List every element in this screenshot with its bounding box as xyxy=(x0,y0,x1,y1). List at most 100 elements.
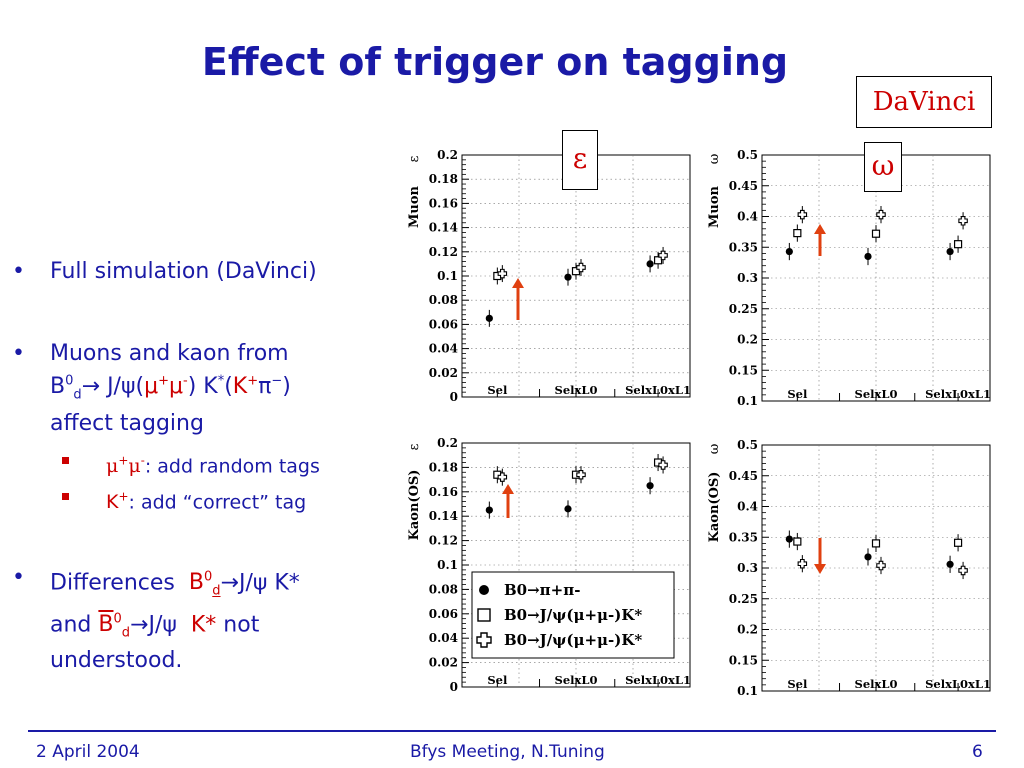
y-tick-label: 0.2 xyxy=(437,436,458,450)
footer-date: 2 April 2004 xyxy=(36,742,140,762)
legend-label: B0→J/ψ(μ+μ-)K* xyxy=(504,606,642,624)
y-tick-label: 0.15 xyxy=(729,363,758,377)
y-axis-symbol: ω xyxy=(707,444,722,455)
legend-cross-icon xyxy=(476,632,492,648)
decay-formula: B0d→ J/ψ(μ+μ-) K*(K+π−) xyxy=(50,374,291,403)
legend-square-icon xyxy=(477,608,491,622)
legend-label: B0→J/ψ(μ+μ-)K* xyxy=(504,631,642,649)
x-category-label: SelxL0xL1 xyxy=(925,387,991,401)
dot-marker-0 xyxy=(785,535,793,543)
bullet-text: Full simulation (DaVinci) xyxy=(50,259,317,284)
arrow-head-icon xyxy=(814,224,826,234)
y-tick-label: 0.1 xyxy=(437,269,458,283)
x-category-label: SelxL0 xyxy=(555,383,598,397)
y-tick-label: 0.14 xyxy=(429,221,458,235)
arrow-head-icon xyxy=(814,564,826,574)
legend-box xyxy=(471,571,675,659)
bullet-text: Muons and kaon from B0d→ J/ψ(μ+μ-) K*(K+… xyxy=(50,340,372,438)
y-tick-label: 0.12 xyxy=(429,534,458,548)
cross-marker-2 xyxy=(958,216,968,226)
y-tick-label: 0.3 xyxy=(737,561,758,575)
y-tick-label: 0.02 xyxy=(429,656,458,670)
y-tick-label: 0.02 xyxy=(429,366,458,380)
x-category-label: SelxL0xL1 xyxy=(925,677,991,691)
footer-page-number: 6 xyxy=(972,742,983,762)
y-tick-label: 0.18 xyxy=(429,460,458,474)
y-tick-label: 0.3 xyxy=(737,271,758,285)
y-tick-label: 0.1 xyxy=(737,394,758,408)
square-marker-1 xyxy=(953,240,963,249)
bullet-dot-icon: • xyxy=(12,259,25,284)
y-tick-label: 0.5 xyxy=(737,438,758,452)
y-tick-label: 0.18 xyxy=(429,172,458,186)
kaon-efficiency-plot: 0 0.02 0.04 0.06 0.08 0.1 0.12 0.14 0.16 0.18 0.2 S… xyxy=(407,436,691,694)
y-tick-label: 0.15 xyxy=(729,653,758,667)
y-tick-label: 0.16 xyxy=(429,485,458,499)
x-category-label: Sel xyxy=(487,383,508,397)
y-tick-label: 0.06 xyxy=(429,317,458,331)
bullet-text: Differences B0d→J/ψ K* and B0d→J/ψ K* no… xyxy=(50,570,300,674)
x-category-label: SelxL0xL1 xyxy=(625,383,691,397)
cross-marker-2 xyxy=(797,209,808,220)
cross-marker-2 xyxy=(876,209,886,220)
x-category-label: Sel xyxy=(787,387,808,401)
dot-marker-0 xyxy=(785,247,793,256)
square-marker-1 xyxy=(653,256,663,265)
subbullet-text: K+: add “correct” tag xyxy=(106,490,307,514)
y-axis-label: Kaon(OS) xyxy=(707,472,722,543)
y-tick-label: 0.5 xyxy=(737,148,758,162)
dot-marker-0 xyxy=(485,314,493,322)
x-category-label: Sel xyxy=(487,673,508,687)
y-axis-symbol: ε xyxy=(407,155,422,162)
square-marker-1 xyxy=(793,229,802,238)
y-tick-label: 0.4 xyxy=(737,210,758,224)
y-tick-label: 0.4 xyxy=(737,500,758,514)
y-tick-label: 0.2 xyxy=(737,623,758,637)
dot-marker-0 xyxy=(946,247,954,256)
muon-efficiency-plot: 0 0.02 0.04 0.06 0.08 0.1 0.12 0.14 0.16 0.18 0.2 S… xyxy=(407,148,691,404)
square-marker-1 xyxy=(793,537,802,546)
x-category-label: SelxL0 xyxy=(855,387,898,401)
cross-marker-2 xyxy=(958,565,968,576)
epsilon-symbol-box: ε xyxy=(562,130,598,190)
legend-dot-icon xyxy=(479,585,489,595)
subbullet-text: μ+μ-: add random tags xyxy=(106,454,320,478)
footer-meeting: Bfys Meeting, N.Tuning xyxy=(410,742,605,762)
y-tick-label: 0.25 xyxy=(729,302,758,316)
dot-marker-0 xyxy=(646,260,654,268)
slide-title: Effect of trigger on tagging xyxy=(201,40,789,84)
y-tick-label: 0.1 xyxy=(737,684,758,698)
square-marker-1 xyxy=(953,538,963,547)
y-tick-label: 0.08 xyxy=(429,293,458,307)
cross-marker-2 xyxy=(497,268,508,279)
cross-marker-2 xyxy=(797,558,808,569)
y-tick-label: 0.35 xyxy=(729,240,758,254)
y-tick-label: 0.45 xyxy=(729,469,758,483)
y-tick-label: 0.2 xyxy=(737,333,758,347)
y-tick-label: 0.04 xyxy=(429,631,458,645)
y-axis-label: Muon xyxy=(707,185,722,228)
dot-marker-0 xyxy=(564,505,572,513)
dot-marker-0 xyxy=(864,553,872,561)
footer-divider xyxy=(28,730,996,732)
y-tick-label: 0.1 xyxy=(437,558,458,572)
square-marker-1 xyxy=(871,539,881,548)
y-tick-label: 0 xyxy=(450,390,458,404)
y-tick-label: 0.06 xyxy=(429,607,458,621)
cross-marker-2 xyxy=(576,262,586,273)
bullet-line: affect tagging xyxy=(50,410,204,436)
arrow-head-icon xyxy=(502,484,514,494)
y-tick-label: 0.12 xyxy=(429,245,458,259)
y-tick-label: 0.04 xyxy=(429,342,458,356)
y-tick-label: 0.08 xyxy=(429,582,458,596)
bullet-dot-icon: • xyxy=(12,341,25,366)
x-category-label: SelxL0 xyxy=(855,677,898,691)
dot-marker-0 xyxy=(564,273,572,281)
dot-marker-0 xyxy=(864,252,872,261)
y-tick-label: 0.16 xyxy=(429,196,458,210)
x-category-label: SelxL0 xyxy=(555,673,598,687)
y-tick-label: 0 xyxy=(450,680,458,694)
bullet-line: understood. xyxy=(50,648,183,674)
muon-mistag-plot: 0.1 0.15 0.2 0.25 0.3 0.35 0.4 0.45 0.5 Sel SelxL0… xyxy=(707,148,991,408)
